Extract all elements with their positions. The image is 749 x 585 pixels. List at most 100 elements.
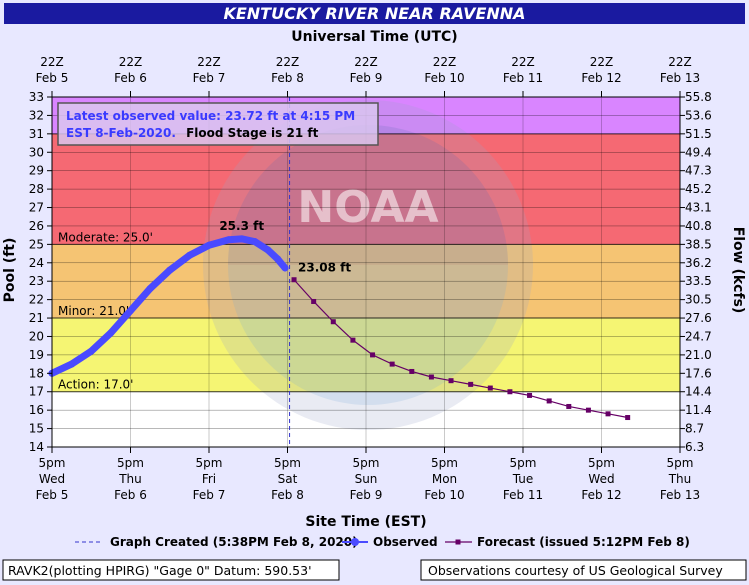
- bottom-tick-time: 5pm: [196, 456, 223, 470]
- forecast-series-line: [293, 279, 628, 419]
- noaa-seal-upper-half: [228, 125, 508, 265]
- footer-credit-box: [420, 559, 747, 581]
- bottom-tick-date: Feb 7: [193, 488, 226, 502]
- forecast-point-13: [546, 398, 552, 404]
- right-axis-title: Flow (kcfs): [730, 227, 746, 314]
- noaa-seal-circle: [203, 100, 533, 430]
- threshold-label: Minor: 21.0': [58, 304, 129, 318]
- bottom-tick-day: Sat: [278, 472, 298, 486]
- left-tick-label: 25: [29, 237, 44, 251]
- observed-point-9: [225, 236, 233, 244]
- top-tick-time: 22Z: [590, 55, 614, 69]
- latest-value-box: Latest observed value: 23.72 ft at 4:15 …: [57, 102, 379, 146]
- bottom-tick-time: 5pm: [274, 456, 301, 470]
- bottom-tick-day: Sun: [355, 472, 378, 486]
- right-tick-label: 43.1: [685, 201, 712, 215]
- forecast-point-14: [566, 403, 572, 409]
- bottom-tick-date: Feb 11: [503, 488, 543, 502]
- legend-forecast-label: Forecast (issued 5:12PM Feb 8): [477, 535, 690, 549]
- threshold-label: Moderate: 25.0': [58, 230, 153, 244]
- threshold-labels: Moderate: 25.0' Minor: 21.0' Action: 17.0': [58, 230, 153, 391]
- top-tick-date: Feb 13: [660, 71, 700, 85]
- bottom-tick-day: Thu: [118, 472, 142, 486]
- bottom-tick-time: 5pm: [353, 456, 380, 470]
- noaa-watermark: NOAA: [203, 100, 533, 430]
- left-axis-ticks: 14 15 16 17 18 19 20 21 22 23 24 25 26 27 28 29 30 31 32 33: [29, 90, 52, 454]
- left-axis-title: Pool (ft): [2, 238, 18, 303]
- bottom-axis-title: Site Time (EST): [305, 514, 426, 530]
- bottom-tick-day: Fri: [202, 472, 216, 486]
- forecast-point-3: [350, 337, 356, 343]
- forecast-point-1: [311, 298, 317, 304]
- legend-forecast-marker: [455, 539, 461, 545]
- observed-point-5: [146, 285, 154, 293]
- footer-credit-text: Observations courtesy of US Geological S…: [428, 563, 723, 578]
- top-tick-time: 22Z: [511, 55, 535, 69]
- right-tick-label: 45.2: [685, 182, 712, 196]
- chart-title: KENTUCKY RIVER NEAR RAVENNA: [223, 4, 525, 23]
- forecast-point-5: [389, 361, 395, 367]
- annotation-label: 23.08 ft: [298, 261, 351, 275]
- left-tick-label: 26: [29, 219, 44, 233]
- forecast-point-10: [487, 385, 493, 391]
- bottom-tick-date: Feb 6: [114, 488, 147, 502]
- top-axis-ticks: 22Z Feb 5 22Z Feb 6 22Z Feb 7 22Z Feb 8 22Z Feb 9…: [36, 55, 700, 97]
- bottom-tick-date: Feb 12: [581, 488, 621, 502]
- bottom-tick-time: 5pm: [510, 456, 537, 470]
- right-tick-label: 6.3: [685, 440, 704, 454]
- bottom-tick-time: 5pm: [667, 456, 694, 470]
- right-tick-label: 11.4: [685, 403, 712, 417]
- bottom-tick-day: Thu: [668, 472, 692, 486]
- top-tick-date: Feb 10: [424, 71, 464, 85]
- bottom-tick-date: Feb 5: [36, 488, 69, 502]
- flood-stage-text: Flood Stage is 21 ft: [186, 126, 318, 140]
- legend-observed-marker: [351, 538, 359, 546]
- left-tick-label: 32: [29, 108, 44, 122]
- right-tick-label: 21.0: [685, 348, 712, 362]
- forecast-point-16: [605, 411, 611, 417]
- bottom-tick-date: Feb 8: [271, 488, 304, 502]
- left-tick-label: 17: [29, 385, 44, 399]
- right-tick-label: 51.5: [685, 127, 712, 141]
- left-tick-label: 30: [29, 145, 44, 159]
- top-tick-time: 22Z: [668, 55, 692, 69]
- forecast-point-7: [428, 374, 434, 380]
- forecast-point-0: [291, 277, 297, 283]
- footer-datum-text: RAVK2(plotting HPIRG) "Gage 0" Datum: 59…: [8, 563, 312, 578]
- bottom-tick-time: 5pm: [431, 456, 458, 470]
- left-tick-label: 33: [29, 90, 44, 104]
- forecast-point-6: [409, 368, 415, 374]
- bottom-tick-time: 5pm: [39, 456, 66, 470]
- forecast-point-12: [527, 392, 533, 398]
- observed-point-7: [185, 251, 193, 259]
- left-tick-label: 15: [29, 422, 44, 436]
- latest-value-line2: EST 8-Feb-2020. Flood Stage is 21 ft: [66, 126, 319, 140]
- top-tick-date: Feb 5: [36, 71, 69, 85]
- top-tick-date: Feb 12: [581, 71, 621, 85]
- top-tick-date: Feb 11: [503, 71, 543, 85]
- left-tick-label: 29: [29, 164, 44, 178]
- top-tick-date: Feb 9: [350, 71, 383, 85]
- right-tick-label: 53.6: [685, 108, 712, 122]
- annotation-label: 25.3 ft: [219, 219, 264, 233]
- top-axis-title: Universal Time (UTC): [291, 29, 457, 45]
- right-tick-label: 27.6: [685, 311, 712, 325]
- right-tick-label: 40.8: [685, 219, 712, 233]
- latest-value-date: EST 8-Feb-2020.: [66, 126, 176, 140]
- observed-point-3: [107, 329, 115, 337]
- right-tick-label: 47.3: [685, 164, 712, 178]
- forecast-point-2: [330, 319, 336, 325]
- right-tick-label: 36.2: [685, 256, 712, 270]
- observed-point-14: [281, 264, 289, 272]
- forecast-point-4: [370, 352, 376, 358]
- bottom-tick-date: Feb 13: [660, 488, 700, 502]
- bottom-tick-day: Wed: [39, 472, 65, 486]
- threshold-label: Action: 17.0': [58, 378, 133, 392]
- right-tick-label: 24.7: [685, 329, 712, 343]
- forecast-point-9: [468, 381, 474, 387]
- bottom-tick-date: Feb 9: [350, 488, 383, 502]
- forecast-point-8: [448, 378, 454, 384]
- left-tick-label: 19: [29, 348, 44, 362]
- left-tick-label: 28: [29, 182, 44, 196]
